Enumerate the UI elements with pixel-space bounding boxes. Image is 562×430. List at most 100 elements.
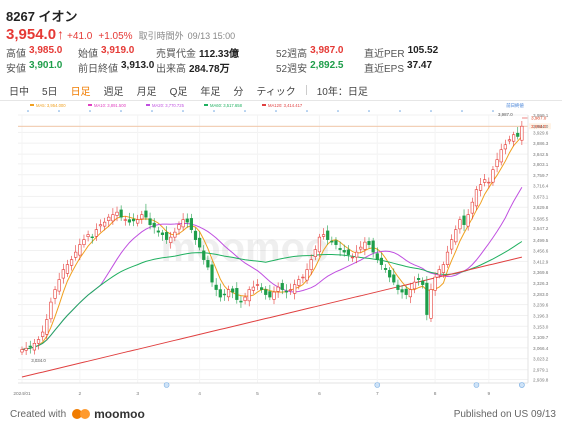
candle-body	[330, 240, 334, 243]
event-marker	[374, 382, 381, 388]
legend-dot	[151, 110, 153, 112]
candle-body	[173, 231, 177, 238]
event-marker	[473, 382, 480, 388]
price-tag-label: 3,987.0	[531, 116, 547, 121]
candle-body	[421, 280, 425, 285]
stock-header: 8267 イオン 3,954.0 ↑ +41.0 +1.05% 取引時間外 09…	[6, 6, 556, 46]
y-tick-label: 3,412.9	[533, 259, 549, 264]
candle-body	[210, 264, 214, 283]
moomoo-logo-icon	[72, 407, 91, 421]
ma5-line	[21, 136, 523, 350]
candle-body	[198, 237, 202, 248]
candle-body	[499, 149, 503, 163]
ma-legend: MA5: 3,954.000 MA10: 3,891.500 MA20: 3,770…	[27, 102, 524, 112]
y-tick-label: 3,239.6	[533, 303, 549, 308]
y-tick-label: 3,954.0	[533, 124, 549, 129]
moomoo-logo-text: moomoo	[94, 407, 145, 421]
candle-body	[206, 260, 210, 268]
legend-dot	[337, 110, 339, 112]
candle-body	[338, 248, 342, 250]
tab-daily[interactable]: 日足	[70, 86, 91, 98]
candle-body	[49, 301, 53, 320]
tab-tick[interactable]: ティック	[256, 86, 296, 98]
price-tag-bg	[529, 114, 551, 121]
candle-body	[404, 288, 408, 295]
legend-swatch	[146, 104, 150, 106]
candle-body	[140, 214, 144, 220]
tab-5day[interactable]: 5日	[42, 86, 58, 98]
x-tick-label: 7	[376, 391, 379, 397]
stat-value: 112.33億	[199, 49, 240, 60]
candle-body	[98, 224, 103, 227]
x-tick-label: 5	[256, 391, 259, 397]
tab-yearly[interactable]: 年足	[200, 86, 221, 98]
price-chart[interactable]: moomoo MA5: 3,954.000 MA10: 3,891.500 MA20…	[0, 101, 562, 401]
x-tick-label: 9	[487, 391, 490, 397]
stat-label: 安値	[6, 64, 26, 75]
legend-swatch	[204, 104, 208, 106]
candle-body	[231, 288, 235, 293]
tab-weekly[interactable]: 週足	[103, 86, 124, 98]
stat-value: 284.78万	[189, 64, 230, 75]
candle-body	[445, 251, 450, 265]
y-tick-label: 3,759.7	[533, 173, 549, 178]
stat-value: 3,901.0	[29, 60, 63, 71]
event-marker	[519, 382, 525, 388]
candle-body	[169, 236, 173, 243]
y-tick-label: 3,109.7	[533, 335, 549, 340]
candle-body	[123, 219, 127, 221]
tab-intraday[interactable]: 日中	[9, 86, 29, 98]
stat-open: 始値 3,919.0	[78, 45, 156, 60]
candle-body	[301, 276, 305, 279]
candle-body	[326, 230, 330, 240]
tab-minute[interactable]: 分	[233, 86, 244, 98]
candle-body	[425, 282, 429, 315]
candle-body	[379, 257, 384, 265]
candle-body	[111, 214, 115, 222]
stats-panel: 高値 3,985.0 始値 3,919.0 売買代金 112.33億 52週高 3,98…	[6, 45, 556, 75]
y-tick-label: 3,066.4	[533, 346, 549, 351]
y-tick-label: 3,547.2	[533, 226, 549, 231]
candle-body	[342, 250, 346, 253]
candle-body	[90, 236, 94, 238]
candle-body	[276, 286, 280, 292]
candle-body	[363, 241, 367, 250]
chart-grid	[18, 114, 528, 383]
tab-separator	[305, 85, 307, 95]
y-tick-label: 3,886.3	[533, 141, 549, 146]
tab-monthly[interactable]: 月足	[136, 86, 157, 98]
candle-body	[429, 289, 433, 319]
candle-body	[32, 342, 36, 351]
candle-body	[454, 229, 458, 243]
candle-body	[516, 132, 520, 137]
stat-label: 出来高	[156, 64, 186, 75]
stat-value: 2,892.5	[310, 60, 344, 71]
tab-10y-daily[interactable]: 10年：日足	[316, 86, 368, 98]
candle-body	[297, 279, 301, 286]
candle-body	[115, 211, 119, 216]
candlesticks	[20, 120, 524, 356]
candle-body	[103, 221, 107, 227]
candle-body	[28, 345, 32, 348]
stat-turnover: 売買代金 112.33億	[156, 45, 276, 60]
legend-dot	[275, 110, 277, 112]
price-tag-label: 3,954.0	[531, 124, 547, 129]
legend-dot	[27, 110, 29, 112]
tab-quarterly[interactable]: Q足	[169, 86, 188, 98]
quote-time: 09/13 15:00	[187, 31, 236, 41]
candle-body	[450, 239, 454, 250]
candle-body	[317, 236, 322, 253]
candle-body	[20, 349, 24, 353]
timeframe-tabs: 日中 5日 日足 週足 月足 Q足 年足 分 ティック 10年：日足	[6, 82, 378, 98]
candle-body	[520, 125, 524, 141]
candle-body	[144, 210, 148, 218]
x-tick-label: 2	[79, 391, 82, 397]
candle-body	[185, 218, 189, 223]
candle-body	[437, 269, 441, 276]
legend-dot	[399, 110, 401, 112]
candle-body	[24, 347, 28, 351]
y-tick-label: 3,499.5	[533, 238, 549, 243]
stat-label: 直近PER	[364, 49, 405, 60]
stats-row-1: 高値 3,985.0 始値 3,919.0 売買代金 112.33億 52週高 3,98…	[6, 45, 556, 60]
candle-body	[512, 134, 516, 142]
